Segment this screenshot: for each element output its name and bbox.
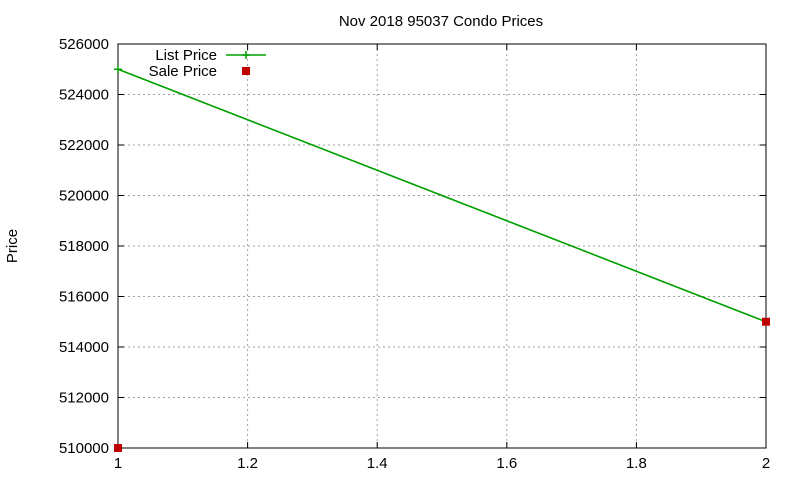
x-tick-label: 1.6 <box>496 455 517 472</box>
data-point <box>114 65 122 74</box>
series-list-price <box>114 65 770 326</box>
x-tick-label: 2 <box>762 455 770 472</box>
x-tick-label: 1.2 <box>237 455 258 472</box>
axis-ticks: 1 1.2 1.4 1.6 1.8 2 510000 512000 514000 516000 51… <box>59 36 770 472</box>
legend-label: Sale Price <box>149 63 217 80</box>
y-tick-label: 524000 <box>59 87 109 104</box>
data-point <box>114 444 122 452</box>
legend-marker <box>242 51 250 59</box>
y-tick-label: 510000 <box>59 440 109 457</box>
y-tick-label: 512000 <box>59 390 109 407</box>
series-line <box>117 68 767 323</box>
x-tick-label: 1.4 <box>367 455 388 472</box>
x-tick-label: 1.8 <box>626 455 647 472</box>
chart-title: Nov 2018 95037 Condo Prices <box>339 13 543 30</box>
y-tick-label: 522000 <box>59 137 109 154</box>
y-tick-label: 514000 <box>59 339 109 356</box>
series <box>114 65 770 452</box>
y-tick-label: 526000 <box>59 36 109 53</box>
y-tick-label: 516000 <box>59 289 109 306</box>
series-sale-price <box>114 317 770 452</box>
y-tick-label: 518000 <box>59 238 109 255</box>
grid <box>118 44 766 448</box>
data-point <box>762 317 770 326</box>
y-tick-label: 520000 <box>59 188 109 205</box>
x-tick-label: 1 <box>114 455 122 472</box>
y-axis-label: Price <box>4 229 21 263</box>
legend-label: List Price <box>155 47 217 64</box>
legend-marker <box>242 67 250 75</box>
